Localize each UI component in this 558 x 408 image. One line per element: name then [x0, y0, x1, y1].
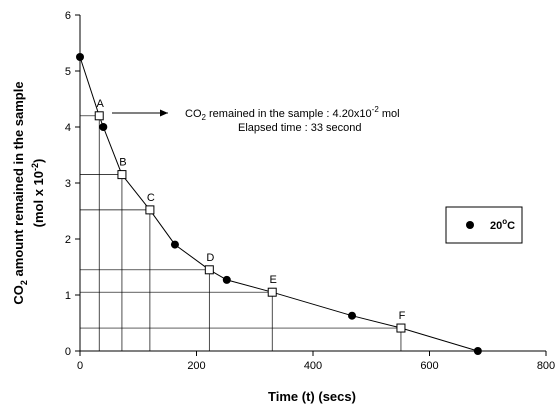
x-tick-label: 0 [77, 360, 83, 372]
anno-post: mol [379, 108, 400, 120]
y-tick-label: 0 [65, 346, 71, 358]
y-tick-label: 1 [65, 290, 71, 302]
point-label: B [119, 157, 126, 169]
data-point-circle [99, 123, 108, 131]
legend-label-num: 20 [490, 220, 502, 232]
point-label: F [399, 310, 406, 322]
legend-marker [466, 221, 474, 229]
point-label: D [206, 252, 214, 264]
y-title-rest: amount remained in the sample [11, 81, 26, 280]
x-tick-label: 800 [537, 360, 555, 372]
annotation: CO2 remained in the sample : 4.20x10-2 m… [112, 105, 400, 134]
legend-label: 20oC [490, 217, 515, 232]
y-title-co: CO [11, 285, 26, 305]
y-tick-label: 6 [65, 10, 71, 22]
data-point-square [204, 265, 214, 275]
legend: 20oC [445, 206, 523, 244]
point-label: A [97, 98, 105, 110]
point-label: E [270, 274, 277, 286]
y-title-unit-pre: (mol x 10 [31, 171, 46, 227]
y-axis-title-line2: (mol x 10-2) [30, 159, 46, 228]
y-tick-label: 2 [65, 234, 71, 246]
legend-label-unit: C [507, 220, 515, 232]
anno-co: CO [185, 108, 202, 120]
data-point-circle [473, 347, 482, 355]
annotation-line2: Elapsed time : 33 second [238, 122, 362, 134]
data-point-square [117, 170, 127, 180]
data-point-circle [170, 240, 179, 249]
y-tick-label: 3 [65, 178, 71, 190]
point-label: C [147, 192, 155, 204]
data-point-square [267, 287, 277, 297]
x-tick-label: 400 [304, 360, 322, 372]
legend-label-deg: o [502, 217, 507, 226]
annotation-arrow-head [160, 109, 168, 117]
anno-mid: remained in the sample : 4.20x10 [206, 108, 372, 120]
annotation-line1: CO2 remained in the sample : 4.20x10-2 m… [185, 105, 400, 122]
data-point-square [94, 111, 104, 121]
data-markers [76, 53, 482, 355]
ticks: 0 200 400 600 800 0 1 2 3 4 5 6 [65, 10, 555, 372]
anno-sup: -2 [372, 105, 380, 114]
data-point-circle [76, 53, 84, 61]
series-line [79, 56, 478, 352]
data-point-square [145, 205, 155, 215]
x-tick-label: 600 [420, 360, 438, 372]
x-tick-label: 200 [187, 360, 205, 372]
anno-sub: 2 [202, 113, 207, 122]
y-title-unit-sup: -2 [30, 163, 40, 171]
legend-box [445, 206, 523, 244]
point-labels: A B C D E F [97, 98, 406, 322]
data-point-square [396, 323, 406, 333]
data-curve [79, 56, 478, 352]
y-axis-title-line1: CO2 amount remained in the sample [11, 81, 29, 304]
x-axis-title: Time (t) (secs) [268, 389, 356, 404]
y-tick-label: 5 [65, 66, 71, 78]
data-point-circle [348, 311, 357, 320]
y-tick-label: 4 [65, 122, 71, 134]
y-title-unit-post: ) [31, 159, 46, 163]
data-point-circle [222, 275, 231, 284]
y-title-sub: 2 [19, 280, 29, 285]
